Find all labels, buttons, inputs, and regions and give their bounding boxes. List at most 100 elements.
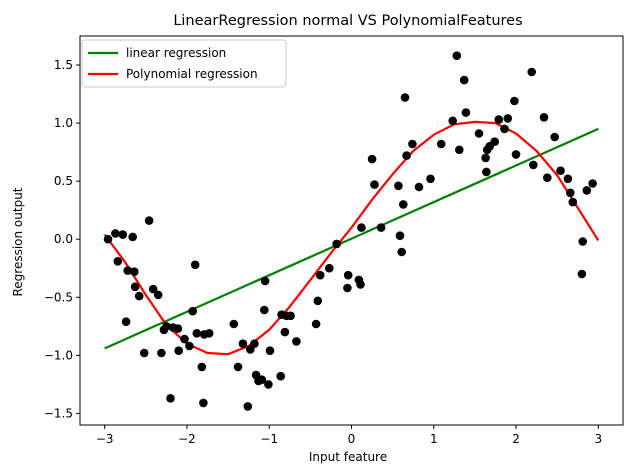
y-axis-label: Regression output bbox=[11, 187, 25, 296]
legend-label-linear: linear regression bbox=[126, 46, 226, 60]
data-point bbox=[276, 371, 286, 381]
data-point bbox=[162, 322, 171, 331]
data-point bbox=[455, 145, 464, 155]
data-point bbox=[280, 327, 290, 337]
data-point bbox=[315, 270, 325, 280]
data-point bbox=[260, 276, 270, 286]
data-point bbox=[543, 173, 552, 182]
data-point bbox=[243, 402, 253, 411]
data-point bbox=[550, 132, 559, 142]
data-point bbox=[395, 231, 405, 240]
data-point bbox=[148, 284, 158, 294]
data-point bbox=[144, 216, 154, 225]
data-point bbox=[510, 96, 519, 106]
data-point bbox=[563, 174, 573, 184]
data-point bbox=[452, 51, 462, 60]
chart-title: LinearRegression normal VS PolynomialFea… bbox=[173, 13, 522, 29]
data-point bbox=[539, 113, 549, 122]
chart-marks bbox=[103, 51, 600, 411]
data-point bbox=[332, 239, 342, 249]
x-axis-label: Input feature bbox=[309, 450, 387, 464]
data-point bbox=[313, 296, 323, 306]
data-point bbox=[250, 339, 259, 349]
data-point bbox=[199, 398, 208, 408]
data-point bbox=[325, 263, 334, 273]
data-point bbox=[311, 319, 321, 329]
data-point bbox=[190, 260, 200, 270]
data-point bbox=[233, 362, 243, 372]
data-point bbox=[157, 348, 166, 358]
data-point bbox=[166, 394, 175, 403]
x-tick-label: 1 bbox=[430, 432, 438, 446]
data-point bbox=[238, 339, 248, 349]
data-point bbox=[414, 182, 424, 192]
y-axis: −1.5 −1.0 −0.5 0.0 0.5 1.0 1.5 bbox=[44, 58, 80, 420]
data-point bbox=[121, 317, 131, 327]
data-point bbox=[204, 329, 214, 338]
data-point bbox=[173, 324, 183, 333]
data-point bbox=[367, 154, 377, 164]
data-point bbox=[292, 337, 301, 346]
data-point bbox=[123, 266, 132, 275]
data-point bbox=[436, 139, 446, 149]
data-point bbox=[527, 67, 536, 77]
data-point bbox=[185, 341, 194, 351]
data-point bbox=[260, 305, 269, 315]
data-point bbox=[376, 223, 386, 232]
data-point bbox=[118, 230, 128, 239]
data-point bbox=[482, 167, 491, 177]
x-tick-label: 3 bbox=[594, 432, 602, 446]
x-tick-label: −2 bbox=[178, 432, 196, 446]
data-point bbox=[265, 346, 275, 356]
data-point bbox=[426, 174, 435, 184]
y-tick-label: −1.0 bbox=[44, 348, 73, 362]
y-tick-label: 1.0 bbox=[54, 116, 73, 130]
x-tick-label: −1 bbox=[260, 432, 278, 446]
data-point bbox=[264, 380, 273, 389]
data-point bbox=[474, 129, 484, 138]
data-point bbox=[461, 108, 471, 117]
y-tick-label: 0.0 bbox=[54, 232, 73, 246]
x-tick-label: 2 bbox=[512, 432, 520, 446]
data-point bbox=[511, 150, 521, 159]
data-point bbox=[343, 283, 352, 293]
data-point bbox=[578, 237, 587, 246]
data-point bbox=[130, 267, 139, 277]
data-point bbox=[459, 75, 469, 85]
data-point bbox=[402, 151, 411, 160]
data-point bbox=[139, 348, 149, 358]
data-point bbox=[448, 116, 458, 126]
y-tick-label: −0.5 bbox=[44, 290, 73, 304]
data-point bbox=[566, 188, 575, 198]
data-point bbox=[494, 115, 504, 124]
data-point bbox=[128, 232, 137, 242]
data-point bbox=[357, 223, 366, 232]
plot-frame bbox=[79, 35, 624, 426]
data-point bbox=[397, 247, 407, 257]
data-point bbox=[588, 179, 597, 188]
data-point bbox=[180, 334, 189, 344]
x-axis: −3 −2 −1 0 1 2 3 bbox=[96, 425, 602, 446]
data-point bbox=[111, 229, 120, 238]
legend: linear regression Polynomial regression bbox=[81, 39, 287, 88]
data-point bbox=[343, 270, 353, 280]
data-point bbox=[153, 290, 163, 300]
data-point bbox=[408, 139, 417, 149]
data-point bbox=[500, 124, 509, 134]
data-point bbox=[490, 137, 500, 146]
data-point bbox=[192, 329, 202, 338]
data-point bbox=[174, 346, 183, 356]
plot-area bbox=[79, 35, 624, 426]
data-point bbox=[257, 375, 267, 385]
data-point bbox=[197, 362, 207, 372]
data-point bbox=[370, 180, 379, 189]
data-point bbox=[503, 114, 513, 123]
data-point bbox=[582, 186, 592, 195]
data-point bbox=[113, 257, 123, 266]
y-tick-label: 0.5 bbox=[54, 174, 73, 188]
data-point bbox=[481, 153, 490, 163]
data-point bbox=[130, 282, 140, 292]
data-point bbox=[529, 160, 538, 170]
data-point bbox=[103, 234, 113, 244]
